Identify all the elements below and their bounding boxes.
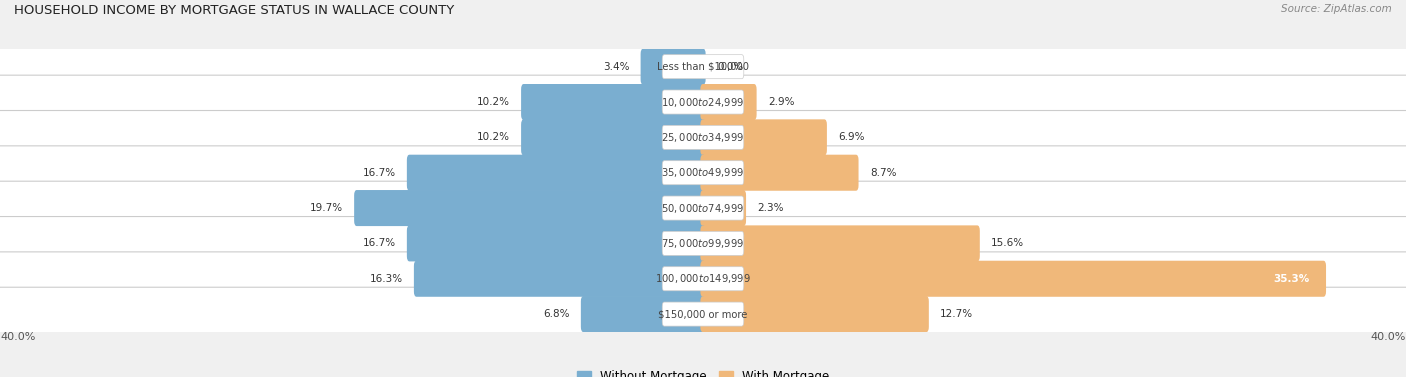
FancyBboxPatch shape [406,225,706,261]
Text: $150,000 or more: $150,000 or more [658,309,748,319]
FancyBboxPatch shape [700,225,980,261]
Text: 35.3%: 35.3% [1272,274,1309,284]
Text: 16.3%: 16.3% [370,274,402,284]
Text: 6.8%: 6.8% [543,309,569,319]
Text: 10.2%: 10.2% [477,97,510,107]
FancyBboxPatch shape [0,75,1406,129]
Text: $100,000 to $149,999: $100,000 to $149,999 [655,272,751,285]
Text: Less than $10,000: Less than $10,000 [657,62,749,72]
FancyBboxPatch shape [522,84,706,120]
Text: 12.7%: 12.7% [941,309,973,319]
FancyBboxPatch shape [406,155,706,191]
FancyBboxPatch shape [662,231,744,256]
FancyBboxPatch shape [0,287,1406,341]
FancyBboxPatch shape [662,55,744,79]
Text: 0.0%: 0.0% [717,62,744,72]
Text: $25,000 to $34,999: $25,000 to $34,999 [661,131,745,144]
Text: Source: ZipAtlas.com: Source: ZipAtlas.com [1281,4,1392,14]
FancyBboxPatch shape [700,120,827,155]
Text: 15.6%: 15.6% [991,238,1025,248]
Text: 3.4%: 3.4% [603,62,630,72]
Text: 2.3%: 2.3% [758,203,785,213]
FancyBboxPatch shape [0,110,1406,164]
FancyBboxPatch shape [522,120,706,155]
FancyBboxPatch shape [0,216,1406,270]
FancyBboxPatch shape [662,126,744,149]
Text: $75,000 to $99,999: $75,000 to $99,999 [661,237,745,250]
FancyBboxPatch shape [700,190,747,226]
Text: 19.7%: 19.7% [309,203,343,213]
Text: $35,000 to $49,999: $35,000 to $49,999 [661,166,745,179]
FancyBboxPatch shape [0,252,1406,306]
FancyBboxPatch shape [662,90,744,114]
Text: $10,000 to $24,999: $10,000 to $24,999 [661,95,745,109]
FancyBboxPatch shape [641,49,706,85]
FancyBboxPatch shape [662,302,744,326]
Text: 40.0%: 40.0% [1371,332,1406,342]
Legend: Without Mortgage, With Mortgage: Without Mortgage, With Mortgage [572,366,834,377]
FancyBboxPatch shape [700,84,756,120]
FancyBboxPatch shape [413,261,706,297]
FancyBboxPatch shape [581,296,706,332]
FancyBboxPatch shape [662,196,744,220]
FancyBboxPatch shape [662,267,744,291]
Text: 10.2%: 10.2% [477,132,510,143]
FancyBboxPatch shape [700,296,929,332]
Text: 16.7%: 16.7% [363,238,395,248]
Text: 40.0%: 40.0% [0,332,35,342]
Text: 8.7%: 8.7% [870,168,897,178]
FancyBboxPatch shape [700,261,1326,297]
Text: 16.7%: 16.7% [363,168,395,178]
Text: HOUSEHOLD INCOME BY MORTGAGE STATUS IN WALLACE COUNTY: HOUSEHOLD INCOME BY MORTGAGE STATUS IN W… [14,4,454,17]
FancyBboxPatch shape [354,190,706,226]
FancyBboxPatch shape [0,181,1406,235]
FancyBboxPatch shape [0,146,1406,199]
FancyBboxPatch shape [700,155,859,191]
FancyBboxPatch shape [662,161,744,185]
Text: 2.9%: 2.9% [768,97,794,107]
Text: 6.9%: 6.9% [838,132,865,143]
Text: $50,000 to $74,999: $50,000 to $74,999 [661,202,745,215]
FancyBboxPatch shape [0,40,1406,93]
